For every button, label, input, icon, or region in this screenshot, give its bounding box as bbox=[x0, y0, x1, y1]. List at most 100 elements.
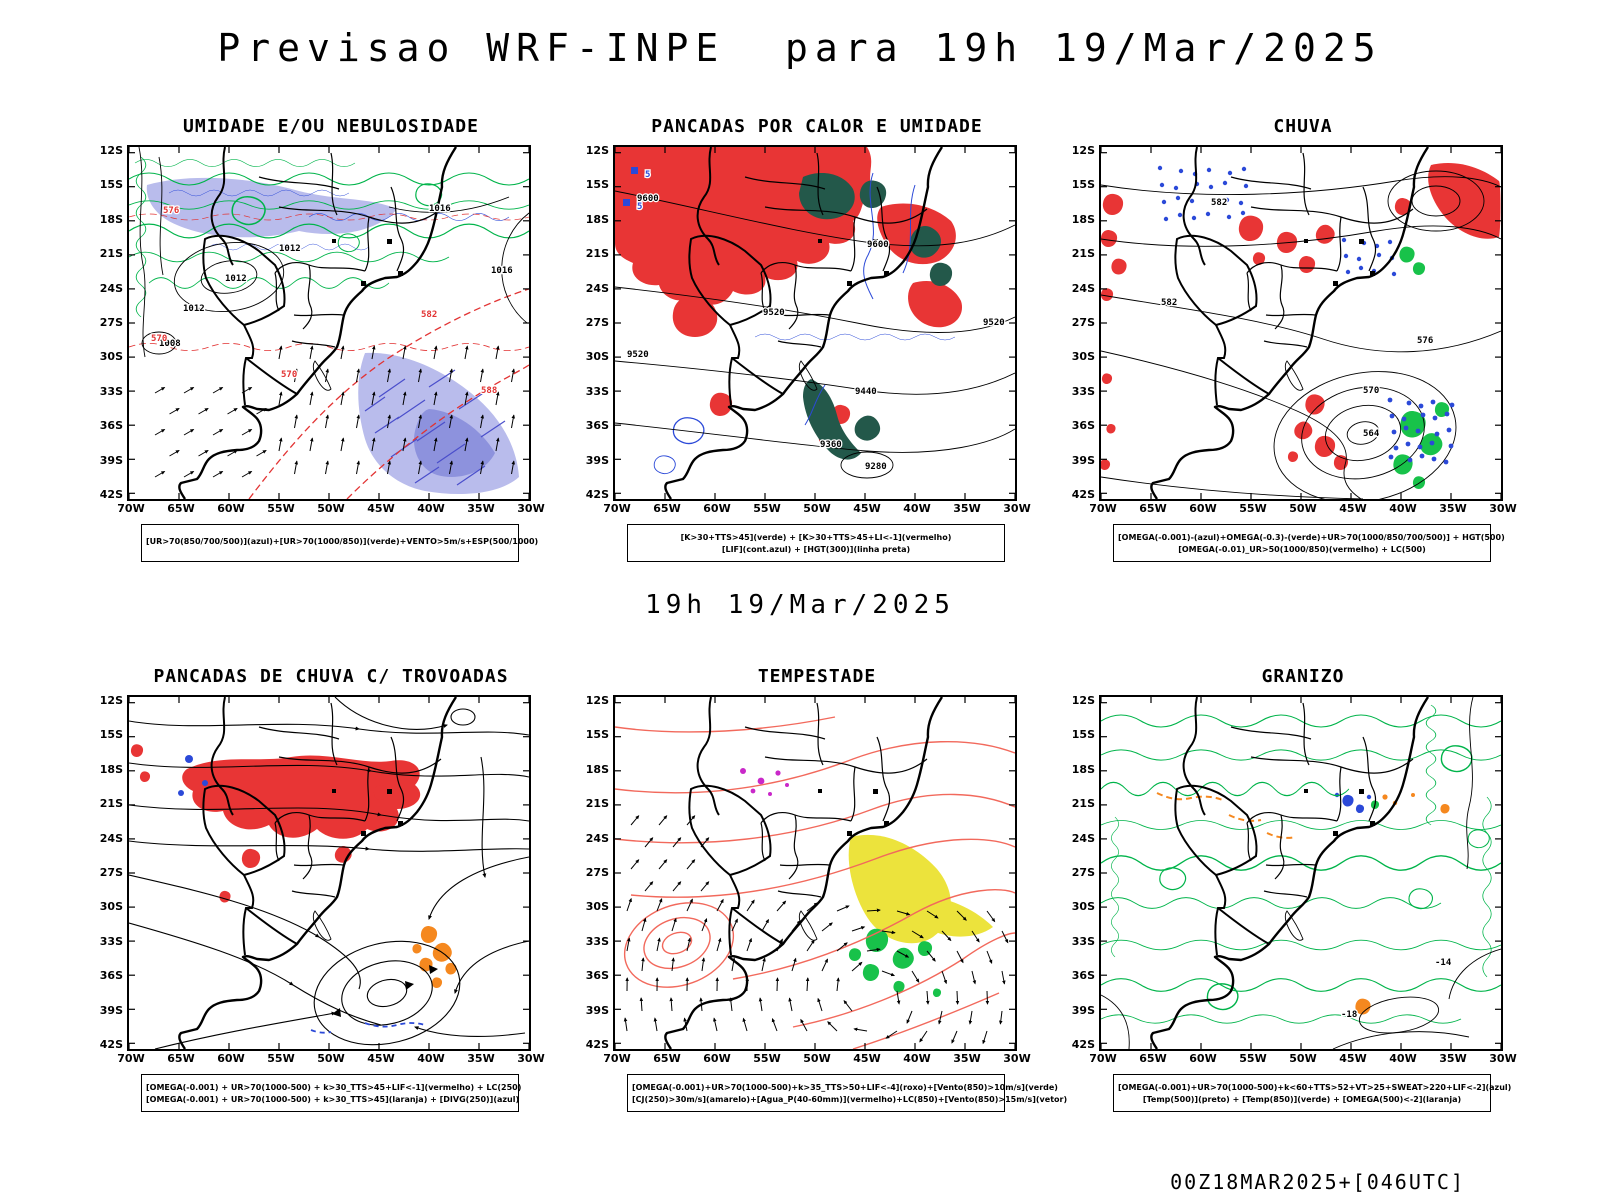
lat-tick-label: 27S bbox=[585, 315, 609, 329]
contour-label: 582 bbox=[1211, 198, 1227, 208]
lon-tick-label: 55W bbox=[267, 1052, 295, 1065]
contour-label: 9600 bbox=[867, 240, 889, 250]
lon-tick-label: 30W bbox=[1489, 1052, 1517, 1065]
lon-axis: 70W 65W 60W 55W 50W 45W 40W 35W 30W bbox=[603, 1051, 1030, 1066]
panel-row-top: UMIDADE E/OU NEBULOSIDADE 12S 15S 18S 21S 24… bbox=[0, 116, 1600, 562]
lon-tick-label: 45W bbox=[1339, 1052, 1367, 1065]
page-title: Previsao WRF-INPE para 19h 19/Mar/2025 bbox=[217, 26, 1383, 70]
contour-label: 5 bbox=[645, 170, 650, 180]
lon-tick-label: 40W bbox=[417, 1052, 445, 1065]
contour-label: 582 bbox=[1161, 298, 1177, 308]
contour-label: 9440 bbox=[855, 387, 877, 397]
lon-tick-label: 30W bbox=[1003, 1052, 1031, 1065]
lon-tick-label: 60W bbox=[1189, 502, 1217, 515]
contour-label: 5 bbox=[637, 202, 642, 212]
lon-tick-label: 60W bbox=[703, 1052, 731, 1065]
lat-tick-label: 36S bbox=[99, 419, 123, 433]
lat-tick-label: 36S bbox=[1071, 419, 1095, 433]
model-run-label: 00Z18MAR2025+[046UTC] bbox=[1170, 1170, 1465, 1194]
contour-label: 582 bbox=[421, 310, 437, 320]
caption-box: [UR>70(850/700/500)](azul)+[UR>70(1000/8… bbox=[141, 524, 538, 562]
lat-tick-label: 27S bbox=[99, 315, 123, 329]
humidity-contours bbox=[129, 147, 529, 499]
panel-title: GRANIZO bbox=[1261, 666, 1345, 687]
humidity-shading bbox=[146, 177, 519, 495]
contour-label: 9520 bbox=[983, 318, 1005, 328]
frame-ticks bbox=[129, 697, 529, 1049]
lon-tick-label: 55W bbox=[1239, 502, 1267, 515]
lat-tick-label: 33S bbox=[99, 934, 123, 948]
lon-tick-label: 70W bbox=[117, 1052, 145, 1065]
lat-tick-label: 18S bbox=[99, 212, 123, 226]
lat-axis: 12S 15S 18S 21S 24S 27S 30S 33S 36S 39S 42S bbox=[1069, 694, 1099, 1052]
lon-tick-label: 45W bbox=[1339, 502, 1367, 515]
lon-tick-label: 50W bbox=[803, 502, 831, 515]
lon-tick-label: 65W bbox=[653, 502, 681, 515]
lat-tick-label: 21S bbox=[99, 246, 123, 260]
contour-label: 1012 bbox=[183, 304, 205, 314]
lon-tick-label: 35W bbox=[467, 1052, 495, 1065]
lat-tick-label: 42S bbox=[1071, 1038, 1095, 1052]
contour-label: 576 bbox=[1417, 336, 1433, 346]
lon-tick-label: 50W bbox=[1289, 1052, 1317, 1065]
lat-tick-label: 42S bbox=[585, 488, 609, 502]
lon-tick-label: 60W bbox=[703, 502, 731, 515]
caption-line: [Temp(500)](preto) + [Temp(850)](verde) … bbox=[1142, 1094, 1462, 1104]
lon-tick-label: 70W bbox=[603, 1052, 631, 1065]
frame-ticks bbox=[1101, 697, 1501, 1049]
lat-tick-label: 24S bbox=[585, 281, 609, 295]
lif-hgt-contours bbox=[615, 172, 1015, 479]
contour-label: 1012 bbox=[279, 244, 301, 254]
lc850-contours bbox=[615, 716, 1015, 1049]
caption-line: [OMEGA(-0.001) + UR>70(1000-500) + k>30_… bbox=[146, 1082, 522, 1092]
lat-tick-label: 18S bbox=[1071, 212, 1095, 226]
map-chuva: 582 582 576 570 564 bbox=[1101, 147, 1501, 499]
omega-dots bbox=[1157, 165, 1249, 222]
lon-tick-label: 35W bbox=[953, 502, 981, 515]
lat-tick-label: 15S bbox=[1071, 178, 1095, 192]
caption-line: [OMEGA(-0.001)+UR>70(1000-500)+k<60+TTS>… bbox=[1118, 1082, 1512, 1092]
lat-tick-label: 42S bbox=[585, 1038, 609, 1052]
panel-title: TEMPESTADE bbox=[757, 666, 877, 687]
caption-box: [OMEGA(-0.001)+UR>70(1000-500)+k>35_TTS>… bbox=[627, 1074, 1067, 1112]
streamlines bbox=[129, 697, 529, 1049]
contour-label: 570 bbox=[281, 370, 297, 380]
contour-label: -18 bbox=[1341, 1010, 1357, 1020]
lat-tick-label: 24S bbox=[1071, 831, 1095, 845]
lat-tick-label: 21S bbox=[585, 796, 609, 810]
lat-tick-label: 21S bbox=[99, 796, 123, 810]
lon-tick-label: 50W bbox=[317, 502, 345, 515]
lat-tick-label: 42S bbox=[99, 1038, 123, 1052]
lon-tick-label: 70W bbox=[603, 502, 631, 515]
basemap bbox=[1150, 697, 1430, 1049]
lat-tick-label: 27S bbox=[585, 865, 609, 879]
lat-tick-label: 33S bbox=[1071, 384, 1095, 398]
lat-tick-label: 30S bbox=[1071, 350, 1095, 364]
contour-label: 9280 bbox=[865, 462, 887, 472]
panel-tempestade: TEMPESTADE 12S 15S 18S 21S 24S 27S 30S 33S 36S 39… bbox=[583, 666, 1067, 1112]
caption-line: [OMEGA(-0.001)-(azul)+OMEGA(-0.3)-(verde… bbox=[1118, 532, 1505, 542]
instability-shading bbox=[615, 147, 963, 460]
lat-tick-label: 24S bbox=[99, 281, 123, 295]
lon-axis: 70W 65W 60W 55W 50W 45W 40W 35W 30W bbox=[1089, 1051, 1516, 1066]
lon-tick-label: 30W bbox=[1003, 502, 1031, 515]
lat-tick-label: 12S bbox=[585, 143, 609, 157]
lon-tick-label: 35W bbox=[467, 502, 495, 515]
frame-ticks bbox=[615, 147, 1015, 499]
lon-tick-label: 35W bbox=[1439, 502, 1467, 515]
lat-tick-label: 30S bbox=[1071, 900, 1095, 914]
hgt500-contours bbox=[1101, 170, 1501, 499]
lon-tick-label: 30W bbox=[517, 1052, 545, 1065]
lon-tick-label: 65W bbox=[1139, 1052, 1167, 1065]
map-granizo: -18 -14 bbox=[1101, 697, 1501, 1049]
caption-box: [OMEGA(-0.001) + UR>70(1000-500) + k>30_… bbox=[141, 1074, 522, 1112]
lat-tick-label: 30S bbox=[99, 350, 123, 364]
storm-shading bbox=[130, 744, 457, 988]
temp-contours bbox=[1101, 697, 1501, 1049]
lon-tick-label: 45W bbox=[853, 1052, 881, 1065]
lon-tick-label: 30W bbox=[1489, 502, 1517, 515]
lon-axis: 70W 65W 60W 55W 50W 45W 40W 35W 30W bbox=[1089, 501, 1516, 516]
map-umidade: 1012 1012 1012 1016 1016 1008 576 570 570 582 588 bbox=[129, 147, 529, 499]
lon-tick-label: 65W bbox=[653, 1052, 681, 1065]
